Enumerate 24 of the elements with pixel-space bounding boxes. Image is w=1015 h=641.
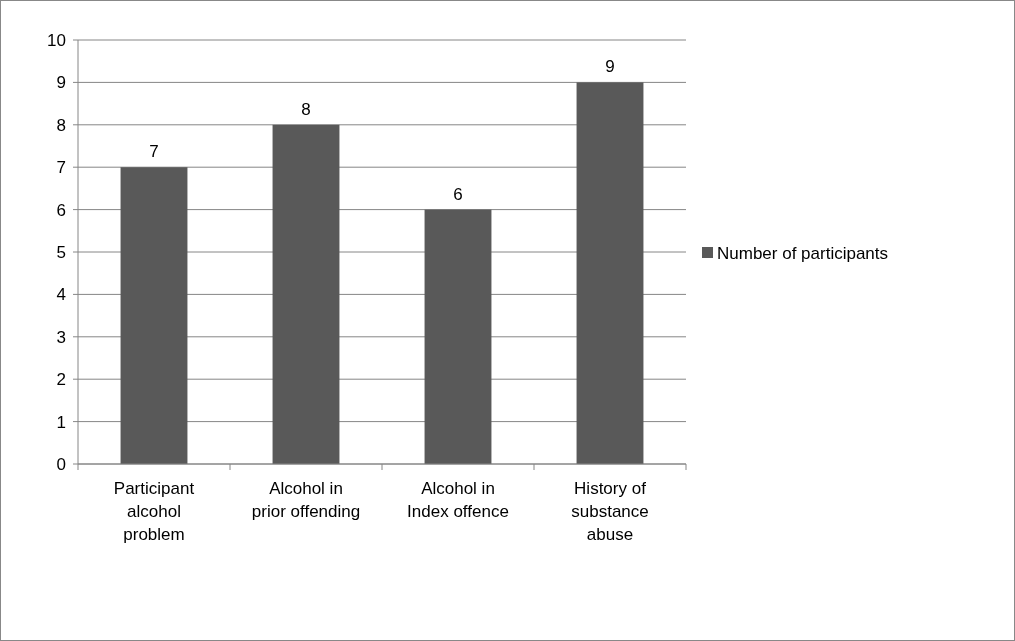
data-label: 9 bbox=[605, 57, 615, 77]
y-tick-label: 6 bbox=[56, 200, 66, 220]
legend-label: Number of participants bbox=[717, 243, 889, 263]
x-tick-label: Alcohol in Index offence bbox=[407, 479, 509, 521]
x-tick-label: Participant alcohol problem bbox=[113, 479, 195, 544]
x-tick-label: History of substance abuse bbox=[571, 479, 649, 544]
y-tick-label: 1 bbox=[56, 412, 66, 432]
data-label: 6 bbox=[453, 184, 463, 204]
bar bbox=[272, 124, 340, 464]
bar bbox=[120, 167, 188, 464]
y-tick-label: 2 bbox=[56, 370, 66, 390]
y-tick-label: 4 bbox=[56, 285, 66, 305]
y-tick-label: 8 bbox=[56, 115, 66, 135]
bar bbox=[424, 209, 492, 464]
y-tick-label: 0 bbox=[56, 454, 66, 474]
y-tick-label: 3 bbox=[56, 327, 66, 347]
x-tick-label: Alcohol in prior offending bbox=[251, 479, 361, 521]
data-label: 7 bbox=[149, 142, 159, 162]
data-label: 8 bbox=[301, 99, 311, 119]
y-tick-label: 10 bbox=[47, 30, 66, 50]
y-tick-label: 7 bbox=[56, 158, 66, 178]
y-tick-label: 5 bbox=[56, 242, 66, 262]
y-tick-label: 9 bbox=[56, 73, 66, 93]
bar bbox=[576, 82, 644, 464]
